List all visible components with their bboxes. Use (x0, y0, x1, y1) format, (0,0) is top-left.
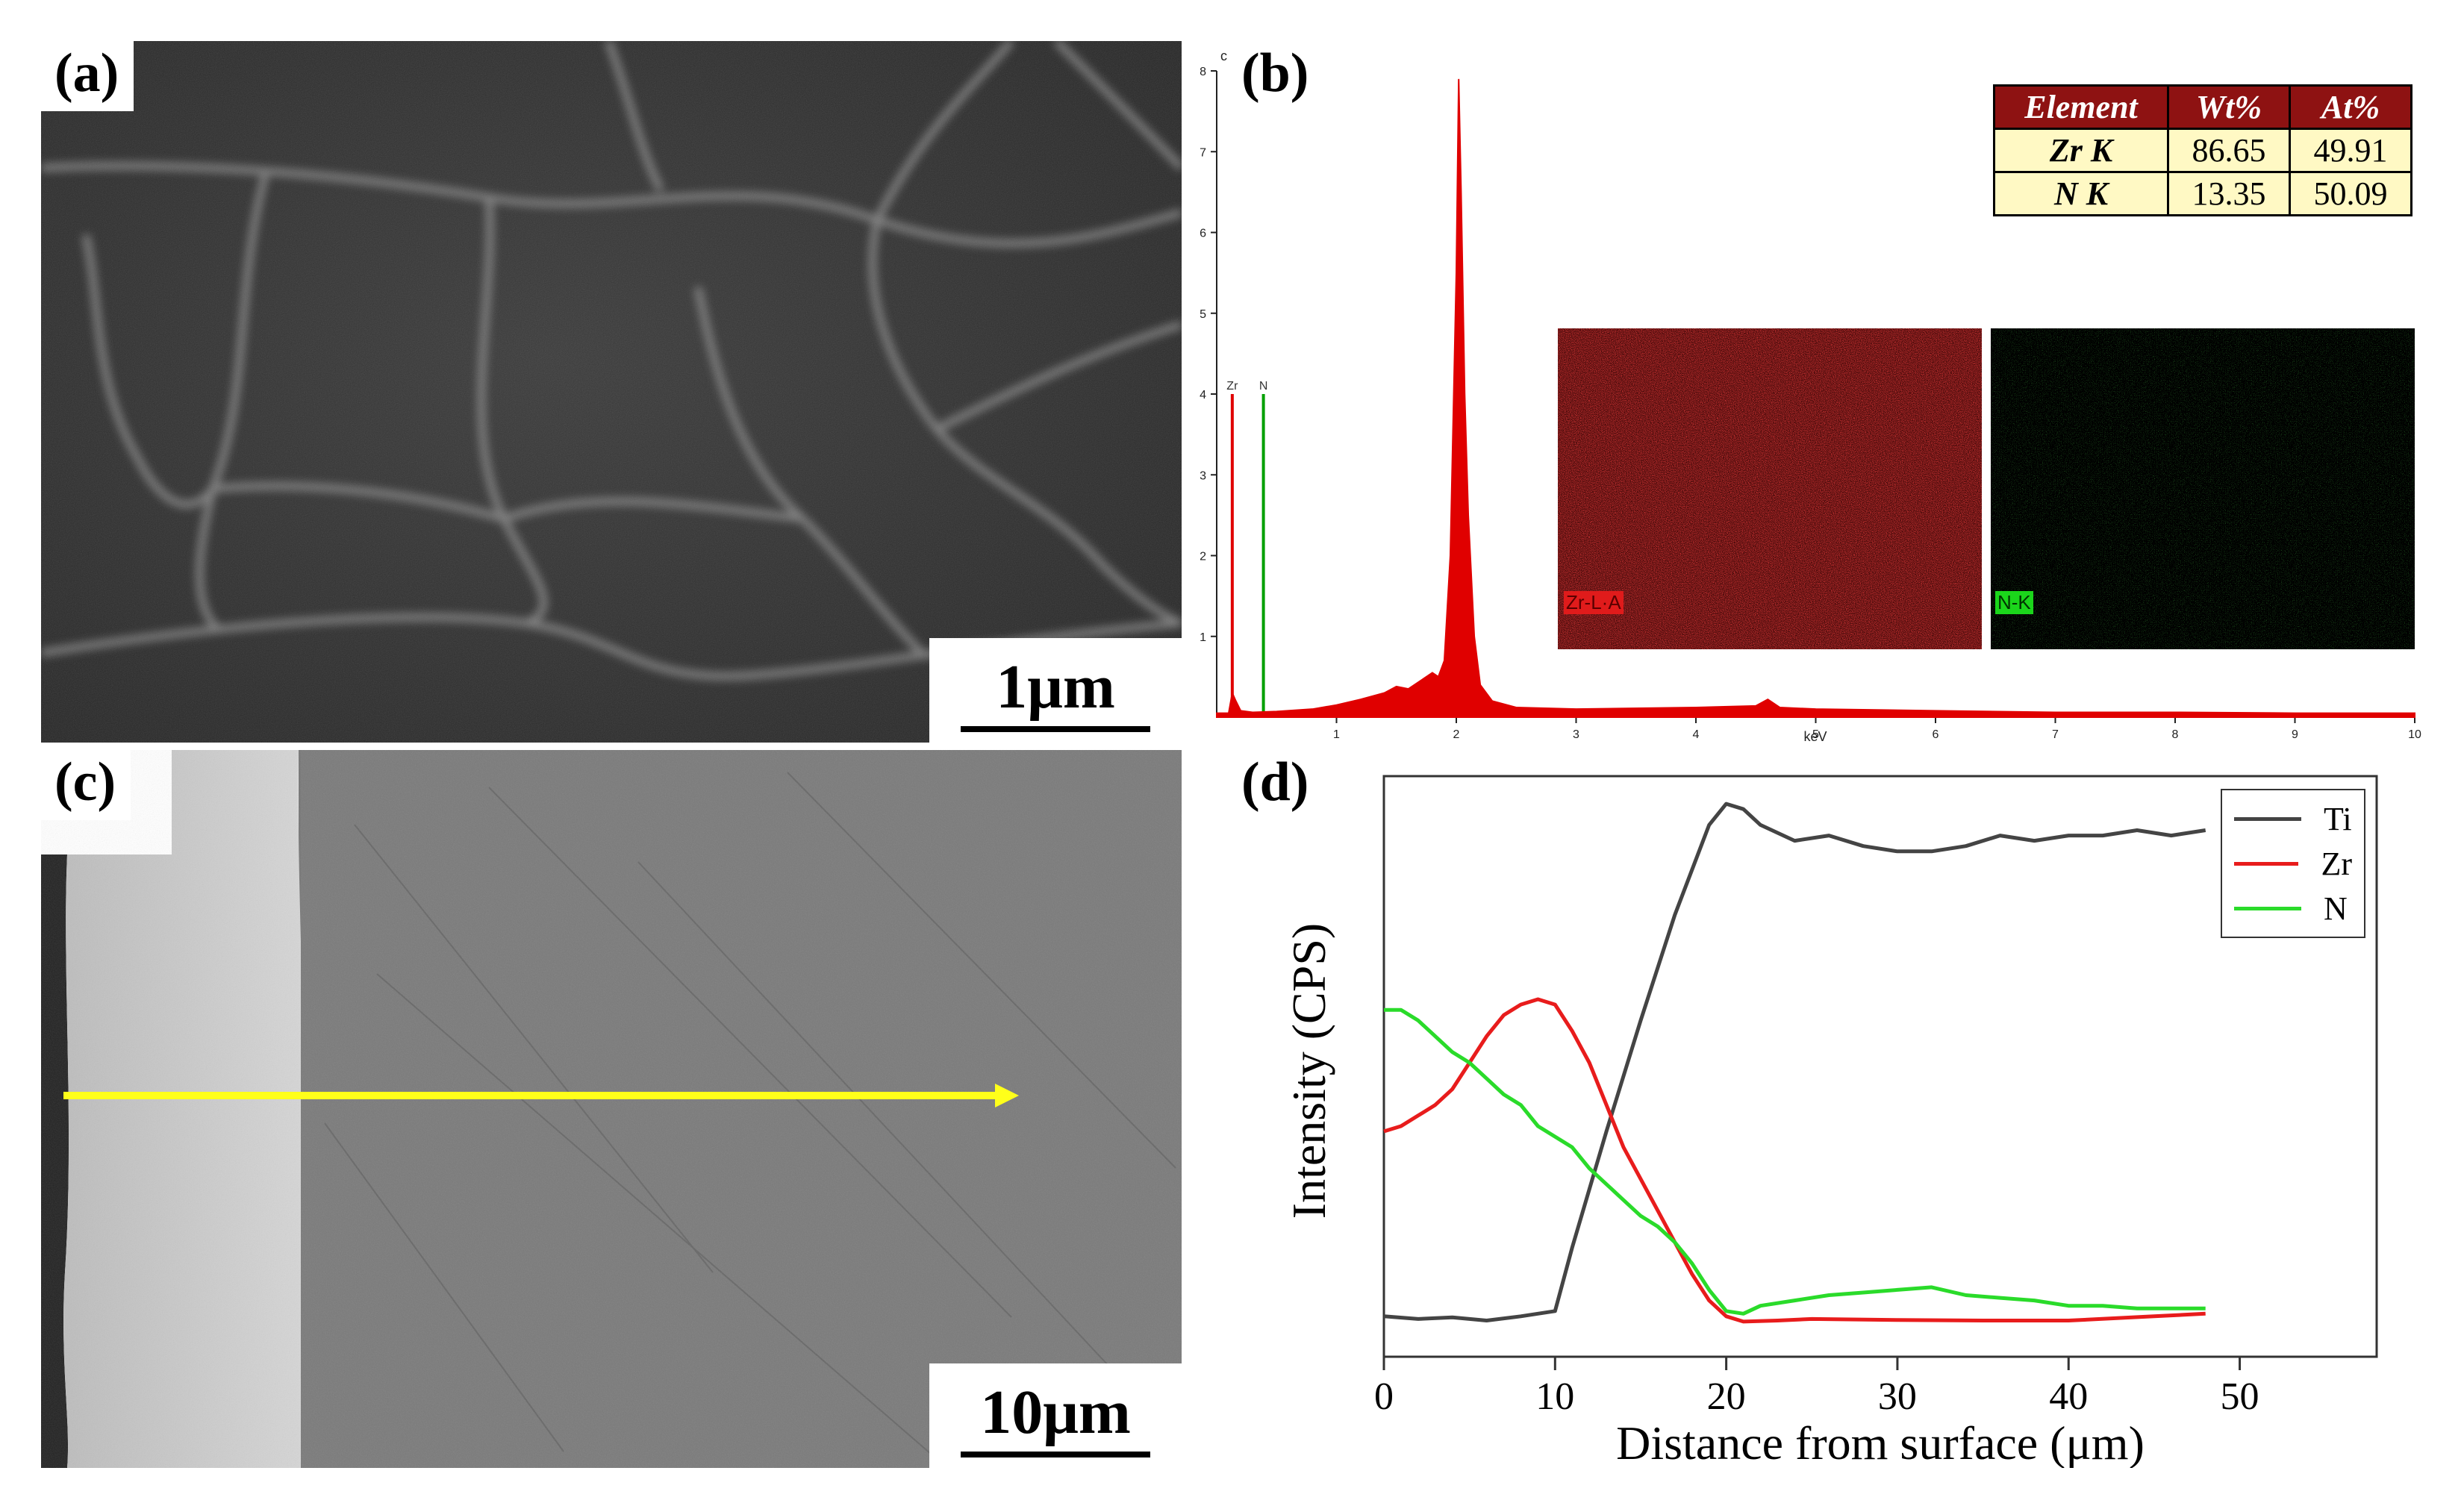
panel-a-scale-bar (961, 726, 1150, 732)
panel-a-scale-box: 1μm (929, 638, 1182, 743)
n-map-image (1991, 328, 2415, 649)
eds-peak-marker-label: N (1259, 380, 1268, 393)
series-line-n (1384, 1007, 2206, 1316)
line-scan-x-tick-label: 40 (2049, 1375, 2088, 1418)
panel-a-sem-surface: (a) 1μm (41, 41, 1182, 743)
n-element-map: N-K (1991, 328, 2415, 649)
panel-a-scale-text: 1μm (996, 652, 1115, 722)
zr-map-label: Zr-L·A (1564, 591, 1624, 614)
table-cell-wt: 86.65 (2167, 128, 2291, 173)
eds-composition-table: Element Wt% At% Zr K 86.65 49.91 N K 13.… (1993, 84, 2412, 216)
table-cell-element: Zr K (1993, 128, 2169, 173)
table-cell-element: N K (1993, 171, 2169, 216)
eds-y-tick-label: 4 (1200, 389, 1206, 402)
table-header-element: Element (1993, 84, 2169, 130)
panel-c-scale-bar (961, 1452, 1150, 1457)
panel-b-label: (b) (1228, 41, 1324, 111)
legend-label: N (2324, 890, 2348, 927)
panel-d-line-scan: 0 10 20 30 40 50 Intensity (CPS) Distance fro… (1187, 750, 2441, 1468)
line-scan-x-tick-label: 50 (2221, 1375, 2259, 1418)
eds-x-tick-label: 7 (2052, 728, 2059, 741)
panel-a-label: (a) (41, 41, 134, 111)
table-row: N K 13.35 50.09 (1993, 171, 2412, 216)
eds-x-tick-label: 4 (1693, 728, 1700, 741)
eds-y-tick-label: 2 (1200, 551, 1206, 563)
legend-swatch (2234, 861, 2299, 866)
table-header-at: At% (2289, 84, 2412, 130)
panel-c-label: (c) (41, 750, 131, 820)
eds-y-tick-label: 6 (1200, 228, 1206, 240)
line-scan-x-tick-label: 20 (1707, 1375, 1746, 1418)
zr-map-image (1558, 328, 1982, 649)
panel-c-sem-cross-section: (c) 10μm (41, 750, 1182, 1468)
table-header-wt: Wt% (2167, 84, 2291, 130)
panel-c-scale-box: 10μm (929, 1363, 1182, 1468)
table-cell-at: 50.09 (2289, 171, 2412, 216)
line-scan-plot-frame (1382, 775, 2378, 1358)
line-scan-arrow-head (995, 1084, 1019, 1107)
table-cell-wt: 13.35 (2167, 171, 2291, 216)
line-scan-x-axis-label: Distance from surface (μm) (1616, 1416, 2145, 1468)
eds-x-tick-label: 6 (1933, 728, 1939, 741)
eds-x-tick-label: 9 (2292, 728, 2298, 741)
table-cell-at: 49.91 (2289, 128, 2412, 173)
panel-d-label: (d) (1228, 750, 1324, 820)
sem-surface-image (41, 41, 1182, 743)
eds-y-tick-label: 3 (1200, 469, 1206, 482)
eds-x-axis-label: keV (1803, 729, 1827, 744)
eds-y-tick-label: 1 (1200, 631, 1206, 644)
legend-label: Ti (2324, 800, 2352, 837)
eds-peak-marker-label: Zr (1226, 380, 1238, 393)
eds-y-tick-label: 5 (1200, 308, 1206, 321)
eds-y-tick-label: 8 (1200, 66, 1206, 78)
eds-x-tick-label: 10 (2408, 728, 2421, 741)
line-scan-chart: 0 10 20 30 40 50 Intensity (CPS) Distance fro… (1282, 775, 2378, 1468)
eds-x-tick-label: 1 (1333, 728, 1340, 741)
legend-item-ti: Ti (2222, 796, 2364, 841)
eds-y-tick-label: 7 (1200, 146, 1206, 159)
eds-x-tick-label: 5 (1812, 728, 1819, 741)
eds-x-tick-label: 3 (1573, 728, 1579, 741)
line-scan-x-tick-label: 30 (1878, 1375, 1917, 1418)
eds-x-tick-label: 8 (2172, 728, 2179, 741)
legend-item-n: N (2222, 886, 2364, 931)
panel-c-scale-text: 10μm (980, 1378, 1131, 1447)
eds-spectrum-area (1216, 78, 2415, 718)
line-scan-y-axis-label: Intensity (CPS) (1282, 923, 1335, 1219)
zr-element-map: Zr-L·A (1558, 328, 1982, 649)
eds-x-tick-label: 2 (1453, 728, 1460, 741)
line-scan-x-tick-label: 10 (1535, 1375, 1574, 1418)
line-scan-legend: Ti Zr N (2221, 789, 2365, 938)
legend-label: Zr (2321, 845, 2352, 882)
legend-swatch (2234, 816, 2301, 821)
legend-swatch (2234, 906, 2301, 910)
legend-item-zr: Zr (2222, 841, 2364, 886)
series-line-zr (1383, 997, 2206, 1324)
sem-cross-section-image (41, 750, 1182, 1468)
table-row: Zr K 86.65 49.91 (1993, 128, 2412, 173)
n-map-label: N-K (1995, 591, 2033, 614)
line-scan-x-tick-label: 0 (1374, 1375, 1394, 1418)
series-line-ti (1383, 802, 2206, 1322)
